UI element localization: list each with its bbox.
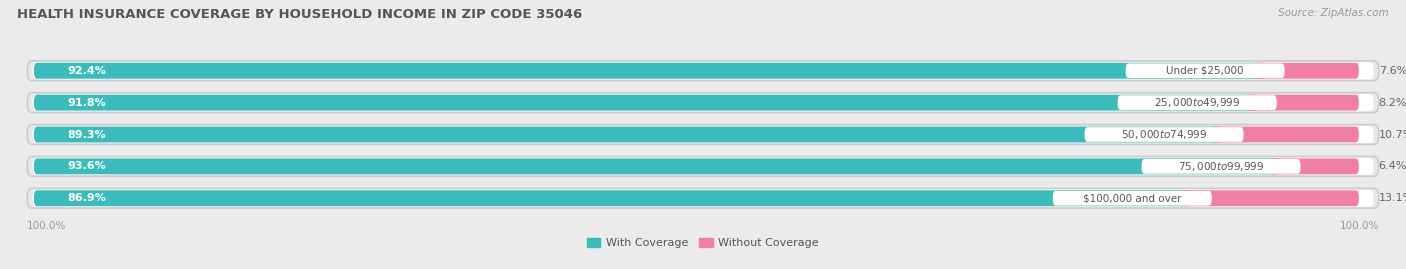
FancyBboxPatch shape	[1084, 127, 1243, 142]
Text: 86.9%: 86.9%	[67, 193, 105, 203]
FancyBboxPatch shape	[27, 188, 1379, 208]
FancyBboxPatch shape	[1053, 191, 1212, 206]
FancyBboxPatch shape	[34, 95, 1257, 111]
FancyBboxPatch shape	[34, 63, 1265, 79]
Text: $75,000 to $99,999: $75,000 to $99,999	[1178, 160, 1264, 173]
FancyBboxPatch shape	[1118, 95, 1277, 110]
Text: $100,000 and over: $100,000 and over	[1083, 193, 1181, 203]
Text: 100.0%: 100.0%	[1340, 221, 1379, 231]
FancyBboxPatch shape	[32, 158, 1374, 175]
Legend: With Coverage, Without Coverage: With Coverage, Without Coverage	[582, 233, 824, 253]
FancyBboxPatch shape	[1178, 190, 1358, 206]
Text: 8.2%: 8.2%	[1379, 98, 1406, 108]
Text: 13.1%: 13.1%	[1379, 193, 1406, 203]
Text: $25,000 to $49,999: $25,000 to $49,999	[1154, 96, 1240, 109]
FancyBboxPatch shape	[32, 190, 1374, 207]
FancyBboxPatch shape	[27, 157, 1379, 176]
FancyBboxPatch shape	[1243, 95, 1358, 111]
Text: HEALTH INSURANCE COVERAGE BY HOUSEHOLD INCOME IN ZIP CODE 35046: HEALTH INSURANCE COVERAGE BY HOUSEHOLD I…	[17, 8, 582, 21]
FancyBboxPatch shape	[27, 93, 1379, 112]
Text: Under $25,000: Under $25,000	[1167, 66, 1244, 76]
FancyBboxPatch shape	[34, 190, 1192, 206]
Text: $50,000 to $74,999: $50,000 to $74,999	[1121, 128, 1208, 141]
Text: 93.6%: 93.6%	[67, 161, 105, 171]
FancyBboxPatch shape	[1251, 63, 1358, 79]
Text: 91.8%: 91.8%	[67, 98, 105, 108]
FancyBboxPatch shape	[34, 126, 1223, 143]
Text: 10.7%: 10.7%	[1379, 129, 1406, 140]
FancyBboxPatch shape	[1126, 63, 1285, 78]
Text: Source: ZipAtlas.com: Source: ZipAtlas.com	[1278, 8, 1389, 18]
FancyBboxPatch shape	[32, 62, 1374, 79]
Text: 6.4%: 6.4%	[1379, 161, 1406, 171]
FancyBboxPatch shape	[27, 125, 1379, 144]
FancyBboxPatch shape	[1142, 159, 1301, 174]
FancyBboxPatch shape	[1267, 158, 1358, 174]
FancyBboxPatch shape	[32, 126, 1374, 143]
FancyBboxPatch shape	[27, 61, 1379, 81]
Text: 92.4%: 92.4%	[67, 66, 105, 76]
FancyBboxPatch shape	[34, 158, 1281, 174]
FancyBboxPatch shape	[32, 94, 1374, 111]
Text: 89.3%: 89.3%	[67, 129, 105, 140]
FancyBboxPatch shape	[1211, 126, 1358, 143]
Text: 100.0%: 100.0%	[27, 221, 66, 231]
Text: 7.6%: 7.6%	[1379, 66, 1406, 76]
